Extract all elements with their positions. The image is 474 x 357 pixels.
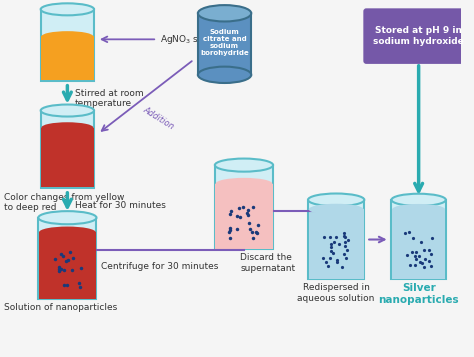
- Bar: [309, 209, 364, 279]
- Text: AgNO$_3$ solution: AgNO$_3$ solution: [160, 33, 230, 46]
- Ellipse shape: [38, 211, 97, 224]
- Ellipse shape: [392, 194, 446, 206]
- Text: Redispersed in
aqueous solution: Redispersed in aqueous solution: [298, 283, 375, 303]
- Ellipse shape: [41, 105, 94, 116]
- FancyBboxPatch shape: [364, 8, 474, 64]
- Bar: [41, 9, 94, 81]
- Text: Color changes from yellow
to deep red: Color changes from yellow to deep red: [4, 193, 125, 212]
- Ellipse shape: [39, 227, 96, 238]
- Ellipse shape: [41, 31, 93, 42]
- Ellipse shape: [41, 3, 94, 15]
- Bar: [38, 218, 97, 299]
- Bar: [41, 111, 94, 188]
- Ellipse shape: [41, 122, 93, 133]
- Ellipse shape: [308, 193, 365, 206]
- Bar: [39, 232, 96, 298]
- Bar: [392, 200, 446, 279]
- Ellipse shape: [216, 178, 273, 190]
- Text: Addition: Addition: [141, 105, 176, 131]
- Bar: [308, 200, 365, 279]
- Ellipse shape: [309, 204, 364, 215]
- Bar: [215, 183, 273, 249]
- Bar: [392, 209, 446, 279]
- Bar: [215, 165, 273, 250]
- Text: Stored at pH 9 in
sodium hydroxide: Stored at pH 9 in sodium hydroxide: [373, 26, 464, 46]
- Text: Discard the
supernatant: Discard the supernatant: [240, 253, 295, 273]
- Bar: [41, 36, 93, 80]
- Text: Centrifuge for 30 minutes: Centrifuge for 30 minutes: [101, 262, 219, 271]
- Ellipse shape: [392, 204, 445, 215]
- Ellipse shape: [198, 5, 251, 21]
- Text: Silver
nanoparticles: Silver nanoparticles: [378, 283, 459, 305]
- Text: Solution of nanoparticles: Solution of nanoparticles: [4, 303, 118, 312]
- Text: Heat for 30 minutes: Heat for 30 minutes: [75, 201, 166, 210]
- Bar: [198, 13, 251, 75]
- Bar: [41, 127, 93, 187]
- Text: Sodium
citrate and
sodium
borohydride: Sodium citrate and sodium borohydride: [200, 29, 249, 56]
- Text: Stirred at room
temperature: Stirred at room temperature: [75, 89, 144, 108]
- Ellipse shape: [198, 67, 251, 83]
- Ellipse shape: [215, 159, 273, 172]
